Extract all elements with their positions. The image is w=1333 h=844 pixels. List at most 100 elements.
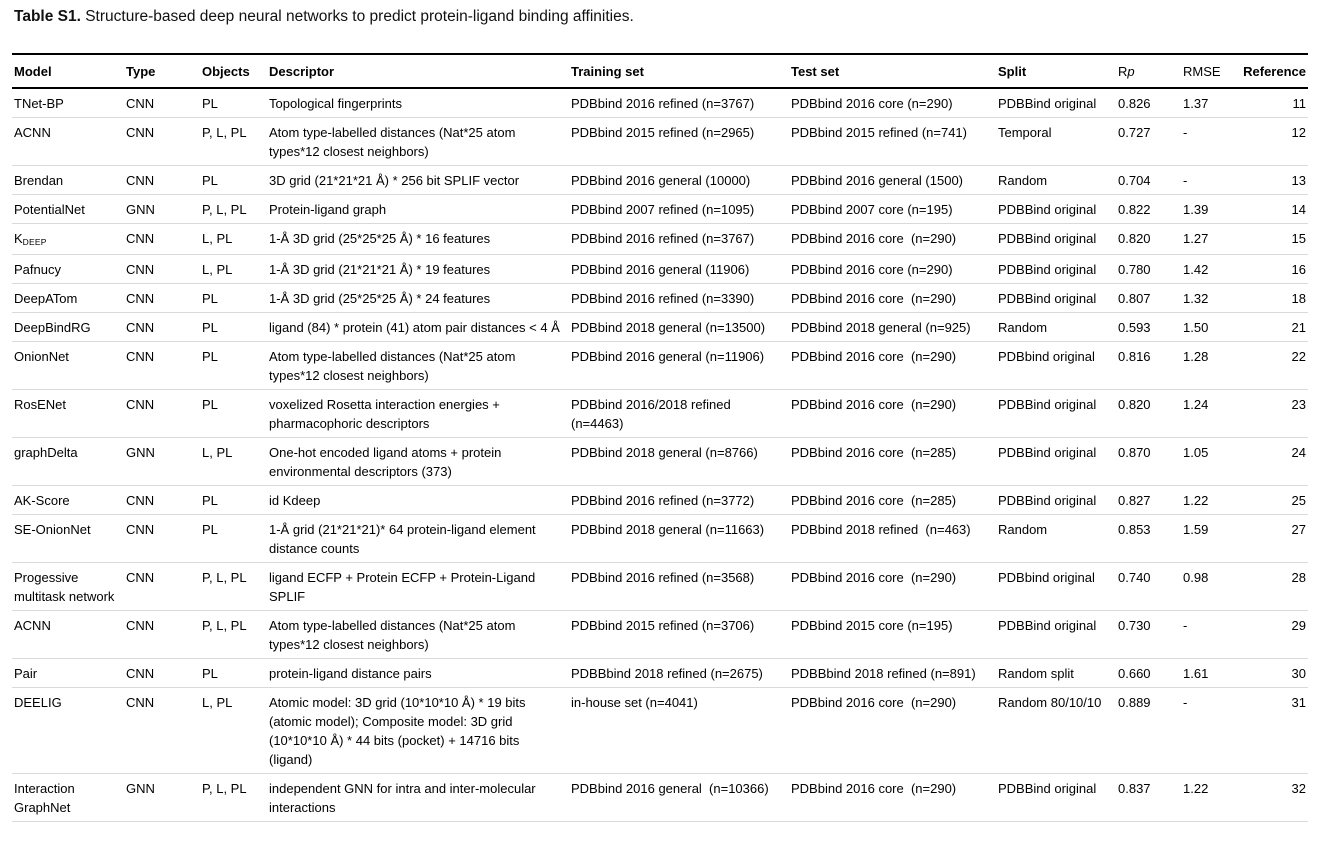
cell-objects: L, PL <box>202 687 269 774</box>
cell-training: PDBbind 2016 refined (n=3767) <box>571 223 791 255</box>
cell-descriptor: ligand (84) * protein (41) atom pair dis… <box>269 312 571 342</box>
cell-test: PDBbind 2016 core (n=290) <box>791 88 998 118</box>
cell-objects: P, L, PL <box>202 562 269 611</box>
cell-type: CNN <box>126 283 202 313</box>
cell-training: PDBbind 2007 refined (n=1095) <box>571 194 791 224</box>
cell-objects: P, L, PL <box>202 773 269 822</box>
cell-type: GNN <box>126 437 202 486</box>
cell-model: Progessive multitask network <box>12 562 126 611</box>
cell-test: PDBbind 2016 core (n=290) <box>791 341 998 390</box>
cell-descriptor: Atom type-labelled distances (Nat*25 ato… <box>269 341 571 390</box>
model-subscript: DEEP <box>22 237 47 247</box>
cell-rp: 0.704 <box>1118 165 1183 195</box>
cell-type: CNN <box>126 562 202 611</box>
cell-type: CNN <box>126 88 202 118</box>
cell-type: CNN <box>126 389 202 438</box>
table-row: Progessive multitask network CNN P, L, PL l… <box>12 562 1308 611</box>
cell-descriptor: 1-Å 3D grid (25*25*25 Å) * 24 features <box>269 283 571 313</box>
cell-model: PotentialNet <box>12 194 126 224</box>
cell-objects: P, L, PL <box>202 194 269 224</box>
cell-descriptor: 1-Å grid (21*21*21)* 64 protein-ligand e… <box>269 514 571 563</box>
table-row: Pafnucy CNN L, PL 1-Å 3D grid (21*21*21 Å) … <box>12 254 1308 284</box>
cell-descriptor: Protein-ligand graph <box>269 194 571 224</box>
cell-model: ACNN <box>12 610 126 659</box>
cell-rp: 0.826 <box>1118 88 1183 118</box>
cell-rp: 0.820 <box>1118 223 1183 255</box>
cell-rp: 0.889 <box>1118 687 1183 774</box>
table-header: Model Type Objects Descriptor Training s… <box>12 54 1308 89</box>
cell-rp: 0.807 <box>1118 283 1183 313</box>
cell-test: PDBbind 2007 core (n=195) <box>791 194 998 224</box>
cell-model: OnionNet <box>12 341 126 390</box>
cell-split: PDBbind original <box>998 562 1118 611</box>
cell-objects: PL <box>202 312 269 342</box>
cell-training: PDBbind 2016 general (11906) <box>571 254 791 284</box>
cell-ref: 21 <box>1238 312 1308 342</box>
col-header-rmse: RMSE <box>1183 54 1238 89</box>
cell-descriptor: 1-Å 3D grid (25*25*25 Å) * 16 features <box>269 223 571 255</box>
col-header-rp: Rp <box>1118 54 1183 89</box>
cell-training: PDBbind 2016 refined (n=3568) <box>571 562 791 611</box>
cell-test: PDBbind 2016 core (n=290) <box>791 687 998 774</box>
cell-test: PDBbind 2016 core (n=290) <box>791 773 998 822</box>
cell-rmse: 1.59 <box>1183 514 1238 563</box>
cell-model: AK-Score <box>12 485 126 515</box>
cell-type: CNN <box>126 117 202 166</box>
table-row: Pair CNN PL protein-ligand distance pairs PD… <box>12 658 1308 688</box>
cell-test: PDBbind 2016 core (n=290) <box>791 283 998 313</box>
cell-type: CNN <box>126 341 202 390</box>
cell-rmse: 1.39 <box>1183 194 1238 224</box>
cell-model: Interaction GraphNet <box>12 773 126 822</box>
table-row: KDEEP CNN L, PL 1-Å 3D grid (25*25*25 Å) * … <box>12 223 1308 255</box>
cell-descriptor: ligand ECFP + Protein ECFP + Protein-Lig… <box>269 562 571 611</box>
cell-model: DeepBindRG <box>12 312 126 342</box>
cell-test: PDBbind 2018 refined (n=463) <box>791 514 998 563</box>
col-header-test-set: Test set <box>791 54 998 89</box>
cell-objects: P, L, PL <box>202 610 269 659</box>
table-row: PotentialNet GNN P, L, PL Protein-ligand gr… <box>12 194 1308 224</box>
cell-type: CNN <box>126 687 202 774</box>
cell-training: PDBbind 2016 refined (n=3772) <box>571 485 791 515</box>
table-row: TNet-BP CNN PL Topological fingerprints PDBb… <box>12 88 1308 118</box>
cell-descriptor: protein-ligand distance pairs <box>269 658 571 688</box>
cell-rmse: - <box>1183 117 1238 166</box>
cell-rmse: 1.22 <box>1183 485 1238 515</box>
col-header-split: Split <box>998 54 1118 89</box>
cell-split: PDBBind original <box>998 437 1118 486</box>
table-row: DEELIG CNN L, PL Atomic model: 3D grid (10*… <box>12 687 1308 774</box>
cell-test: PDBbind 2015 refined (n=741) <box>791 117 998 166</box>
col-header-objects: Objects <box>202 54 269 89</box>
cell-model: Brendan <box>12 165 126 195</box>
cell-model: ACNN <box>12 117 126 166</box>
cell-training: PDBbind 2016 refined (n=3390) <box>571 283 791 313</box>
cell-split: PDBBind original <box>998 773 1118 822</box>
cell-split: PDBBind original <box>998 283 1118 313</box>
cell-ref: 31 <box>1238 687 1308 774</box>
cell-rmse: 1.27 <box>1183 223 1238 255</box>
table-row: Interaction GraphNet GNN P, L, PL independe… <box>12 773 1308 822</box>
cell-rmse: 1.37 <box>1183 88 1238 118</box>
cell-ref: 28 <box>1238 562 1308 611</box>
cell-objects: PL <box>202 88 269 118</box>
table-caption: Table S1. Structure-based deep neural ne… <box>14 8 1333 26</box>
table-caption-label: Table S1. <box>14 8 81 25</box>
cell-rp: 0.827 <box>1118 485 1183 515</box>
cell-objects: PL <box>202 283 269 313</box>
cell-type: CNN <box>126 485 202 515</box>
cell-ref: 30 <box>1238 658 1308 688</box>
cell-rp: 0.853 <box>1118 514 1183 563</box>
cell-type: GNN <box>126 194 202 224</box>
cell-rmse: 1.42 <box>1183 254 1238 284</box>
cell-rp: 0.740 <box>1118 562 1183 611</box>
cell-ref: 11 <box>1238 88 1308 118</box>
cell-training: PDBbind 2016 general (10000) <box>571 165 791 195</box>
rp-r: R <box>1118 64 1128 79</box>
cell-rmse: - <box>1183 687 1238 774</box>
cell-training: PDBbind 2016 general (n=11906) <box>571 341 791 390</box>
cell-ref: 27 <box>1238 514 1308 563</box>
cell-ref: 14 <box>1238 194 1308 224</box>
cell-ref: 32 <box>1238 773 1308 822</box>
cell-descriptor: id Kdeep <box>269 485 571 515</box>
cell-objects: L, PL <box>202 223 269 255</box>
cell-type: CNN <box>126 658 202 688</box>
